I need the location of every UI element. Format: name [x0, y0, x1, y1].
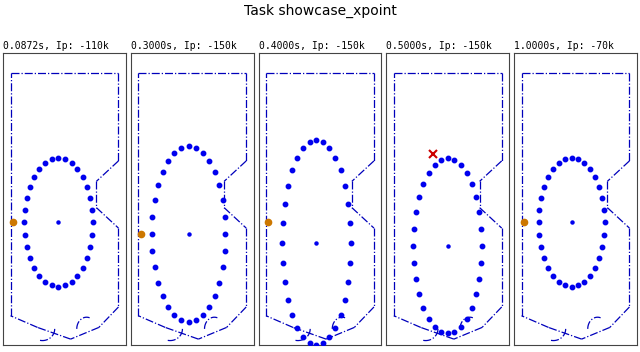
Text: 0.0872s, Ip: -110k: 0.0872s, Ip: -110k [3, 41, 109, 51]
Text: 0.5000s, Ip: -150k: 0.5000s, Ip: -150k [387, 41, 492, 51]
Text: 0.3000s, Ip: -150k: 0.3000s, Ip: -150k [131, 41, 237, 51]
Text: Task showcase_xpoint: Task showcase_xpoint [244, 4, 396, 18]
Text: 0.4000s, Ip: -150k: 0.4000s, Ip: -150k [259, 41, 364, 51]
Text: 1.0000s, Ip: -70k: 1.0000s, Ip: -70k [514, 41, 614, 51]
